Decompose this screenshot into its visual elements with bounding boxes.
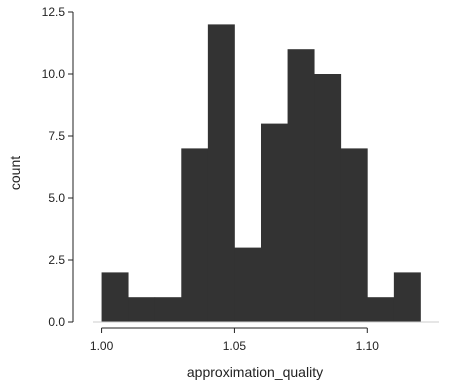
histogram-bar-0 xyxy=(101,272,129,322)
y-tick-label-0: 0.0 xyxy=(48,315,65,329)
histogram-bar-3 xyxy=(181,148,209,322)
x-axis-title: approximation_quality xyxy=(187,364,323,380)
histogram-bar-2 xyxy=(154,297,182,322)
histogram-bar-8 xyxy=(314,74,342,322)
x-tick-label-1: 1.05 xyxy=(223,339,247,353)
histogram-bar-10 xyxy=(367,297,395,322)
x-tick-label-0: 1.00 xyxy=(90,339,114,353)
x-tick-label-2: 1.10 xyxy=(356,339,380,353)
y-axis-title: count xyxy=(7,156,23,190)
histogram-bar-4 xyxy=(207,24,235,323)
x-axis: 1.00 1.05 1.10 xyxy=(90,327,380,353)
histogram-bar-7 xyxy=(287,49,315,322)
y-tick-label-2: 5.0 xyxy=(48,191,65,205)
y-axis: 0.0 2.5 5.0 7.5 10.0 12.5 xyxy=(42,5,74,329)
histogram-bar-9 xyxy=(340,148,368,322)
histogram-bar-5 xyxy=(234,247,262,322)
y-tick-label-1: 2.5 xyxy=(48,253,65,267)
histogram-bar-1 xyxy=(128,297,156,322)
y-tick-label-3: 7.5 xyxy=(48,129,65,143)
histogram-bar-6 xyxy=(261,123,288,322)
histogram-bar-11 xyxy=(393,272,421,322)
y-tick-label-4: 10.0 xyxy=(42,67,66,81)
y-tick-label-5: 12.5 xyxy=(42,5,66,19)
bars-group xyxy=(101,24,421,323)
